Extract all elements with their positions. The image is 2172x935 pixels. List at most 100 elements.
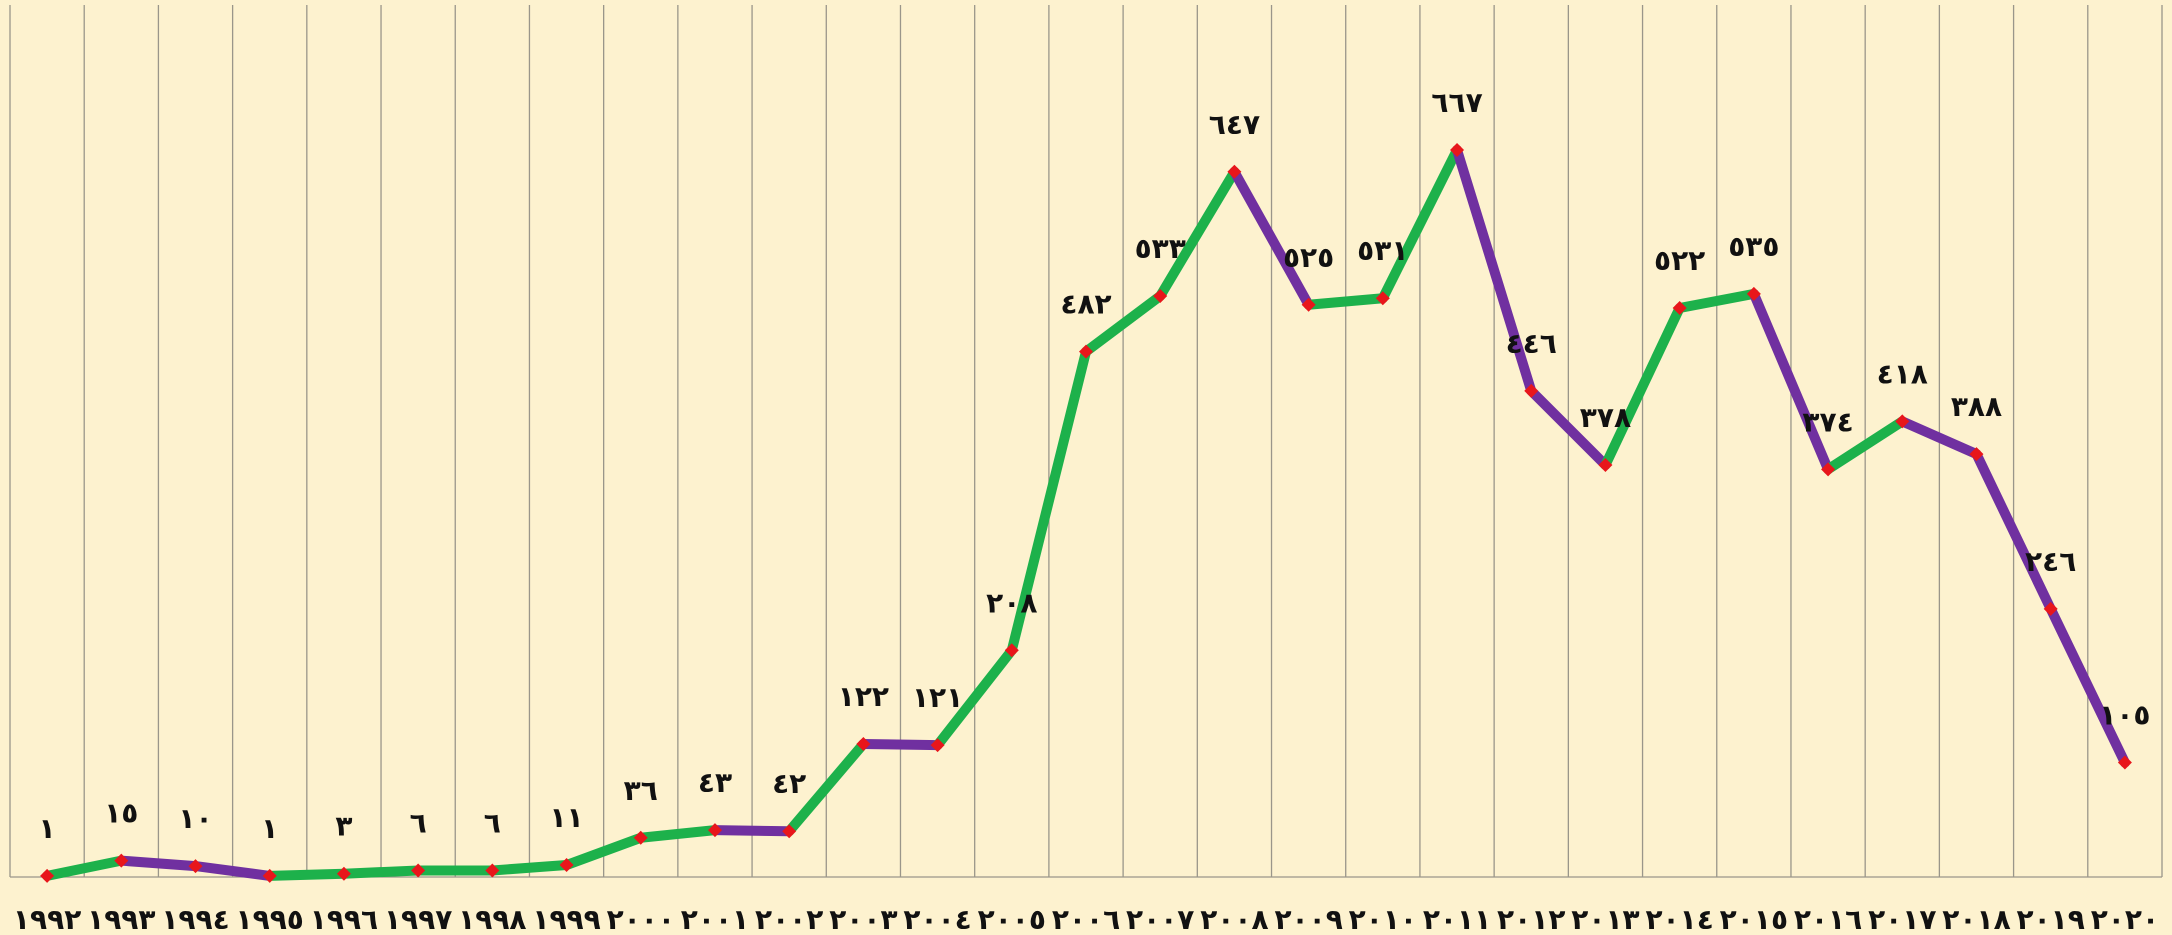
x-tick-label: ١٩٩٧: [384, 903, 452, 935]
marker: [411, 863, 426, 878]
marker: [1895, 414, 1910, 429]
x-tick-label: ١٩٩٦: [310, 903, 378, 935]
x-tick-label: ٢٠٠٤: [903, 903, 971, 935]
line-segment: [1452, 144, 1537, 396]
marker: [1672, 301, 1687, 316]
data-label: ٤٤٦: [1506, 327, 1557, 360]
data-label: ٥٣١: [1357, 234, 1408, 267]
line-segment: [932, 645, 1017, 751]
x-tick-label: ٢٠١٨: [1942, 903, 2010, 935]
line-segment: [2045, 603, 2130, 768]
x-tick-label: ٢٠٠٧: [1126, 903, 1194, 935]
data-label: ١٢١: [912, 681, 963, 714]
line-segment: [1748, 288, 1834, 475]
x-tick-label: ٢٠٠٢: [755, 903, 823, 935]
data-label: ١٥: [104, 797, 138, 830]
data-label: ١١: [549, 801, 583, 834]
marker: [188, 859, 203, 874]
marker: [782, 824, 797, 839]
marker: [2043, 601, 2058, 616]
x-tick-label: ٢٠١٦: [1794, 903, 1862, 935]
marker: [1524, 383, 1539, 398]
x-tick-label: ٢٠٠٥: [978, 903, 1046, 935]
line-segment: [1823, 416, 1908, 475]
marker: [856, 737, 871, 752]
line-segment: [338, 865, 424, 879]
data-label: ٦٤٧: [1209, 108, 1260, 141]
data-label: ١٠٥: [2099, 699, 2150, 732]
line-segment: [487, 860, 572, 876]
marker: [1153, 289, 1168, 304]
data-label: ٥٢٥: [1283, 241, 1334, 274]
marker: [1079, 344, 1093, 359]
line-segment: [1229, 166, 1314, 310]
data-label: ٢٠٨: [986, 586, 1037, 619]
data-label: ٥٣٣: [1135, 232, 1186, 265]
marker: [1227, 164, 1242, 179]
data-label: ٣٨٨: [1951, 390, 2002, 423]
marker: [40, 868, 55, 883]
data-label: ٣٧٤: [1802, 405, 1853, 438]
line-segment: [1377, 144, 1463, 304]
line-segment: [858, 739, 943, 751]
line-segment: [1600, 303, 1685, 470]
x-tick-label: ٢٠٢٠: [2091, 903, 2159, 935]
data-label: ٦: [484, 806, 501, 839]
x-tick-label: ٢٠١٥: [1720, 903, 1788, 935]
marker: [1598, 457, 1613, 472]
data-label: ٤١٨: [1877, 357, 1928, 390]
line-segment: [1006, 346, 1091, 656]
x-tick-label: ٢٠٠٩: [1274, 903, 1342, 935]
line-segment: [190, 861, 275, 881]
line-segment: [116, 855, 201, 872]
data-label: ٦٦٧: [1431, 86, 1482, 119]
line-segment: [1155, 166, 1240, 302]
marker: [1746, 286, 1761, 301]
marker: [1301, 297, 1316, 312]
line-segment: [709, 825, 795, 837]
data-label: ٥٢٢: [1654, 244, 1705, 277]
line-segment: [1303, 293, 1388, 310]
data-label: ٣٧٨: [1580, 401, 1631, 434]
data-label: ٢٤٦: [2025, 545, 2076, 578]
x-tick-label: ٢٠١٠: [1349, 903, 1417, 935]
marker: [633, 830, 648, 845]
marker: [2117, 755, 2132, 770]
x-tick-label: ٢٠١٤: [1645, 903, 1713, 935]
line-segment: [635, 825, 720, 843]
line-segment: [784, 739, 869, 837]
marker: [262, 868, 277, 883]
x-tick-label: ١٩٩٨: [458, 903, 526, 935]
x-tick-label: ١٩٩٣: [87, 903, 155, 935]
marker: [559, 858, 574, 873]
data-label: ١: [261, 812, 278, 845]
marker: [930, 738, 945, 753]
marker: [1375, 291, 1390, 306]
x-tick-label: ٢٠١٣: [1571, 903, 1639, 935]
x-tick-label: ١٩٩٢: [13, 903, 81, 935]
marker: [707, 823, 722, 838]
marker: [1969, 447, 1984, 462]
data-label: ٦: [410, 806, 427, 839]
x-tick-label: ١٩٩٤: [161, 903, 229, 935]
marker: [114, 853, 129, 868]
data-label: ٣٦: [624, 774, 658, 807]
x-tick-label: ٢٠٠٠: [607, 903, 675, 935]
data-label: ٤٣: [698, 766, 732, 799]
marker: [336, 866, 351, 881]
line-segment: [1526, 385, 1611, 470]
x-tick-label: ١٩٩٥: [236, 903, 304, 935]
line-segment: [561, 832, 646, 871]
x-tick-label: ٢٠١٩: [2017, 903, 2085, 935]
line-segment: [1081, 291, 1166, 357]
x-tick-label: ٢٠١١: [1423, 903, 1491, 935]
x-tick-label: ٢٠٠٦: [1052, 903, 1120, 935]
data-label: ٥٣٥: [1728, 230, 1779, 263]
data-label: ١٠: [178, 802, 212, 835]
x-tick-label: ١٩٩٩: [532, 903, 600, 935]
data-label: ١٢٢: [838, 680, 889, 713]
marker: [1004, 643, 1019, 658]
marker: [485, 863, 500, 878]
